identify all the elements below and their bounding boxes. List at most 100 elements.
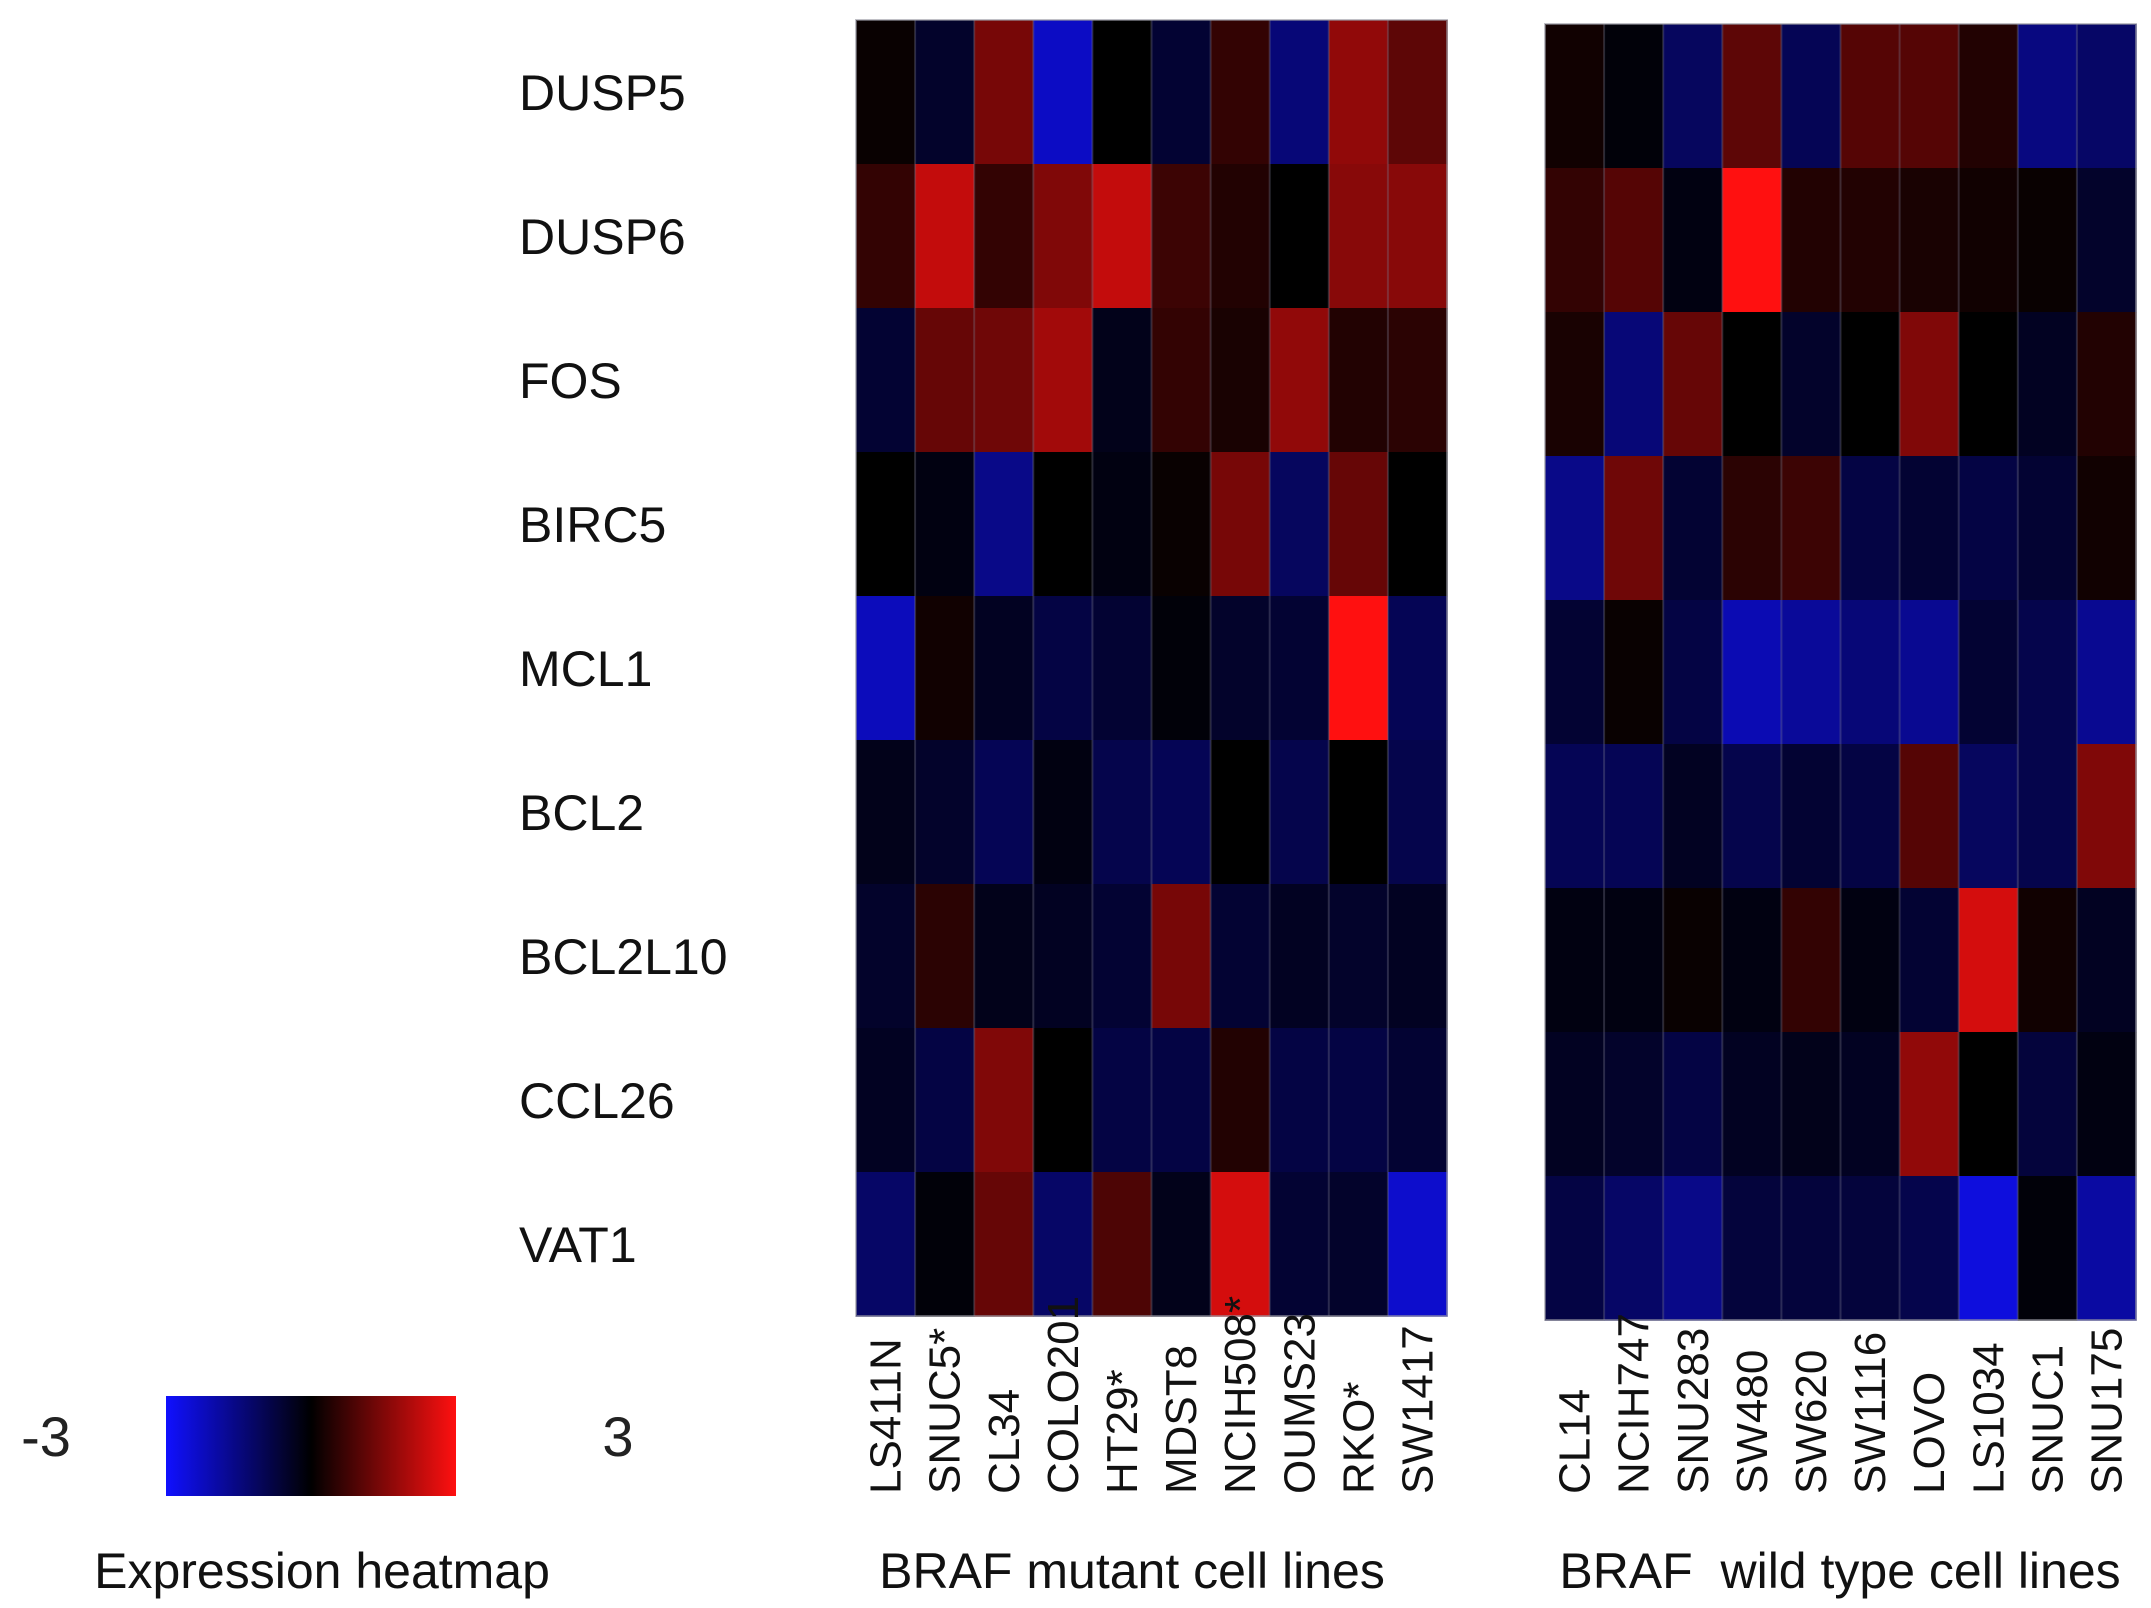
heatmap-cell-fos-snu283 bbox=[1663, 312, 1723, 457]
heatmap-cell-birc5-lovo bbox=[1899, 456, 1960, 601]
heatmap-cell-dusp5-sw620 bbox=[1781, 24, 1842, 169]
heatmap-cell-bcl2l10-cl14 bbox=[1545, 888, 1605, 1033]
braf-mutant-caption: BRAF mutant cell lines bbox=[879, 1543, 1385, 1599]
heatmap-cell-dusp5-ht29 bbox=[1092, 20, 1153, 165]
heatmap-border bbox=[855, 19, 1448, 1317]
gene-label-ccl26: CCL26 bbox=[519, 1073, 675, 1129]
heatmap-cell-mcl1-cl14 bbox=[1545, 600, 1605, 745]
heatmap-cell-dusp6-sw620 bbox=[1781, 168, 1842, 313]
heatmap-cell-bcl2l10-lovo bbox=[1899, 888, 1960, 1033]
heatmap-cell-ccl26-snuc1 bbox=[2017, 1032, 2078, 1177]
column-label-ls411n: LS411N bbox=[862, 1338, 911, 1494]
heatmap-cell-bcl2l10-sw480 bbox=[1722, 888, 1782, 1033]
heatmap-cell-birc5-oums23 bbox=[1269, 452, 1330, 597]
heatmap-cell-ccl26-snuc5 bbox=[915, 1028, 975, 1173]
heatmap-cell-dusp5-cl14 bbox=[1545, 24, 1605, 169]
heatmap-cell-ccl26-mdst8 bbox=[1151, 1028, 1212, 1173]
color-scale-legend: -3 3 Expression heatmap bbox=[21, 1396, 634, 1599]
heatmap-cell-bcl2l10-ncih508 bbox=[1210, 884, 1271, 1029]
heatmap-cell-birc5-mdst8 bbox=[1151, 452, 1212, 597]
gene-label-dusp6: DUSP6 bbox=[519, 209, 686, 265]
heatmap-cell-vat1-ncih508 bbox=[1210, 1172, 1271, 1317]
heatmap-cell-ccl26-sw1417 bbox=[1387, 1028, 1448, 1173]
gene-label-mcl1: MCL1 bbox=[519, 641, 652, 697]
heatmap-cell-bcl2-ls411n bbox=[856, 740, 916, 885]
heatmap-cell-birc5-ht29 bbox=[1092, 452, 1153, 597]
heatmap-cell-vat1-cl34 bbox=[974, 1172, 1034, 1317]
heatmap-cell-dusp6-lovo bbox=[1899, 168, 1960, 313]
heatmap-cell-vat1-colo201 bbox=[1033, 1172, 1093, 1317]
heatmap-cell-dusp6-mdst8 bbox=[1151, 164, 1212, 309]
color-scale-title: Expression heatmap bbox=[94, 1543, 550, 1599]
heatmap-cell-bcl2l10-mdst8 bbox=[1151, 884, 1212, 1029]
heatmap-cell-bcl2l10-oums23 bbox=[1269, 884, 1330, 1029]
column-label-mdst8: MDST8 bbox=[1157, 1345, 1206, 1494]
column-label-ls1034: LS1034 bbox=[1964, 1342, 2013, 1494]
heatmap-cell-bcl2l10-snu283 bbox=[1663, 888, 1723, 1033]
heatmap-cell-ccl26-cl34 bbox=[974, 1028, 1034, 1173]
heatmap-cell-dusp5-sw1417 bbox=[1387, 20, 1448, 165]
heatmap-cell-bcl2-ls1034 bbox=[1958, 744, 2019, 889]
gene-label-bcl2l10: BCL2L10 bbox=[519, 929, 728, 985]
heatmap-cell-ccl26-sw480 bbox=[1722, 1032, 1782, 1177]
heatmap-cell-bcl2-mdst8 bbox=[1151, 740, 1212, 885]
heatmap-cell-ccl26-ht29 bbox=[1092, 1028, 1153, 1173]
heatmap-cell-fos-ncih747 bbox=[1604, 312, 1664, 457]
heatmap-cell-fos-cl34 bbox=[974, 308, 1034, 453]
gene-label-bcl2: BCL2 bbox=[519, 785, 644, 841]
column-label-snuc1: SNUC1 bbox=[2023, 1345, 2072, 1494]
heatmap-cell-birc5-snuc1 bbox=[2017, 456, 2078, 601]
heatmap-cell-bcl2l10-ht29 bbox=[1092, 884, 1153, 1029]
heatmap-cell-fos-snuc5 bbox=[915, 308, 975, 453]
heatmap-cell-bcl2l10-ls411n bbox=[856, 884, 916, 1029]
heatmap-cell-mcl1-sw1417 bbox=[1387, 596, 1448, 741]
heatmap-cell-ccl26-sw1116 bbox=[1840, 1032, 1901, 1177]
heatmap-cell-bcl2-sw1417 bbox=[1387, 740, 1448, 885]
heatmap-cell-vat1-ncih747 bbox=[1604, 1176, 1664, 1321]
heatmap-cell-ccl26-cl14 bbox=[1545, 1032, 1605, 1177]
heatmap-cell-mcl1-snuc1 bbox=[2017, 600, 2078, 745]
column-label-colo201: COLO201 bbox=[1039, 1296, 1088, 1494]
column-label-oums23: OUMS23 bbox=[1275, 1313, 1324, 1494]
heatmap-cell-dusp6-snuc1 bbox=[2017, 168, 2078, 313]
heatmap-cell-dusp5-ls1034 bbox=[1958, 24, 2019, 169]
heatmap-cell-ccl26-lovo bbox=[1899, 1032, 1960, 1177]
heatmap-cell-bcl2-snu175 bbox=[2076, 744, 2137, 889]
heatmap-cell-vat1-cl14 bbox=[1545, 1176, 1605, 1321]
heatmap-cell-dusp5-ls411n bbox=[856, 20, 916, 165]
heatmap-cell-birc5-sw1417 bbox=[1387, 452, 1448, 597]
braf-wildtype-caption: BRAF wild type cell lines bbox=[1559, 1543, 2120, 1599]
heatmap-cell-mcl1-ht29 bbox=[1092, 596, 1153, 741]
color-scale-min-label: -3 bbox=[21, 1405, 71, 1468]
heatmap-cell-dusp5-sw1116 bbox=[1840, 24, 1901, 169]
heatmap-cell-birc5-cl14 bbox=[1545, 456, 1605, 601]
gene-label-birc5: BIRC5 bbox=[519, 497, 666, 553]
heatmap-cell-bcl2-ncih508 bbox=[1210, 740, 1271, 885]
heatmap-cell-dusp5-lovo bbox=[1899, 24, 1960, 169]
heatmap-cell-dusp6-cl14 bbox=[1545, 168, 1605, 313]
heatmap-cell-bcl2-snuc1 bbox=[2017, 744, 2078, 889]
heatmap-cell-birc5-ncih747 bbox=[1604, 456, 1664, 601]
heatmap-cell-mcl1-lovo bbox=[1899, 600, 1960, 745]
color-scale-max-label: 3 bbox=[602, 1405, 633, 1468]
heatmap-cell-ccl26-rko bbox=[1328, 1028, 1389, 1173]
heatmap-cell-bcl2-snu283 bbox=[1663, 744, 1723, 889]
heatmap-cell-vat1-snu283 bbox=[1663, 1176, 1723, 1321]
heatmap-cell-bcl2-rko bbox=[1328, 740, 1389, 885]
heatmap-cell-mcl1-sw1116 bbox=[1840, 600, 1901, 745]
heatmap-cell-mcl1-ncih747 bbox=[1604, 600, 1664, 745]
heatmap-cell-dusp6-oums23 bbox=[1269, 164, 1330, 309]
heatmap-cell-bcl2-oums23 bbox=[1269, 740, 1330, 885]
heatmap-cell-bcl2l10-colo201 bbox=[1033, 884, 1093, 1029]
heatmap-cell-dusp5-snuc1 bbox=[2017, 24, 2078, 169]
heatmap-cell-dusp6-sw1116 bbox=[1840, 168, 1901, 313]
heatmap-cell-fos-ls411n bbox=[856, 308, 916, 453]
heatmap-cell-dusp5-cl34 bbox=[974, 20, 1034, 165]
heatmap-cell-ccl26-ls411n bbox=[856, 1028, 916, 1173]
heatmap-cell-fos-sw620 bbox=[1781, 312, 1842, 457]
heatmap-cell-dusp5-colo201 bbox=[1033, 20, 1093, 165]
heatmap-cell-birc5-sw620 bbox=[1781, 456, 1842, 601]
heatmap-cell-bcl2-sw1116 bbox=[1840, 744, 1901, 889]
heatmap-cell-fos-snu175 bbox=[2076, 312, 2137, 457]
